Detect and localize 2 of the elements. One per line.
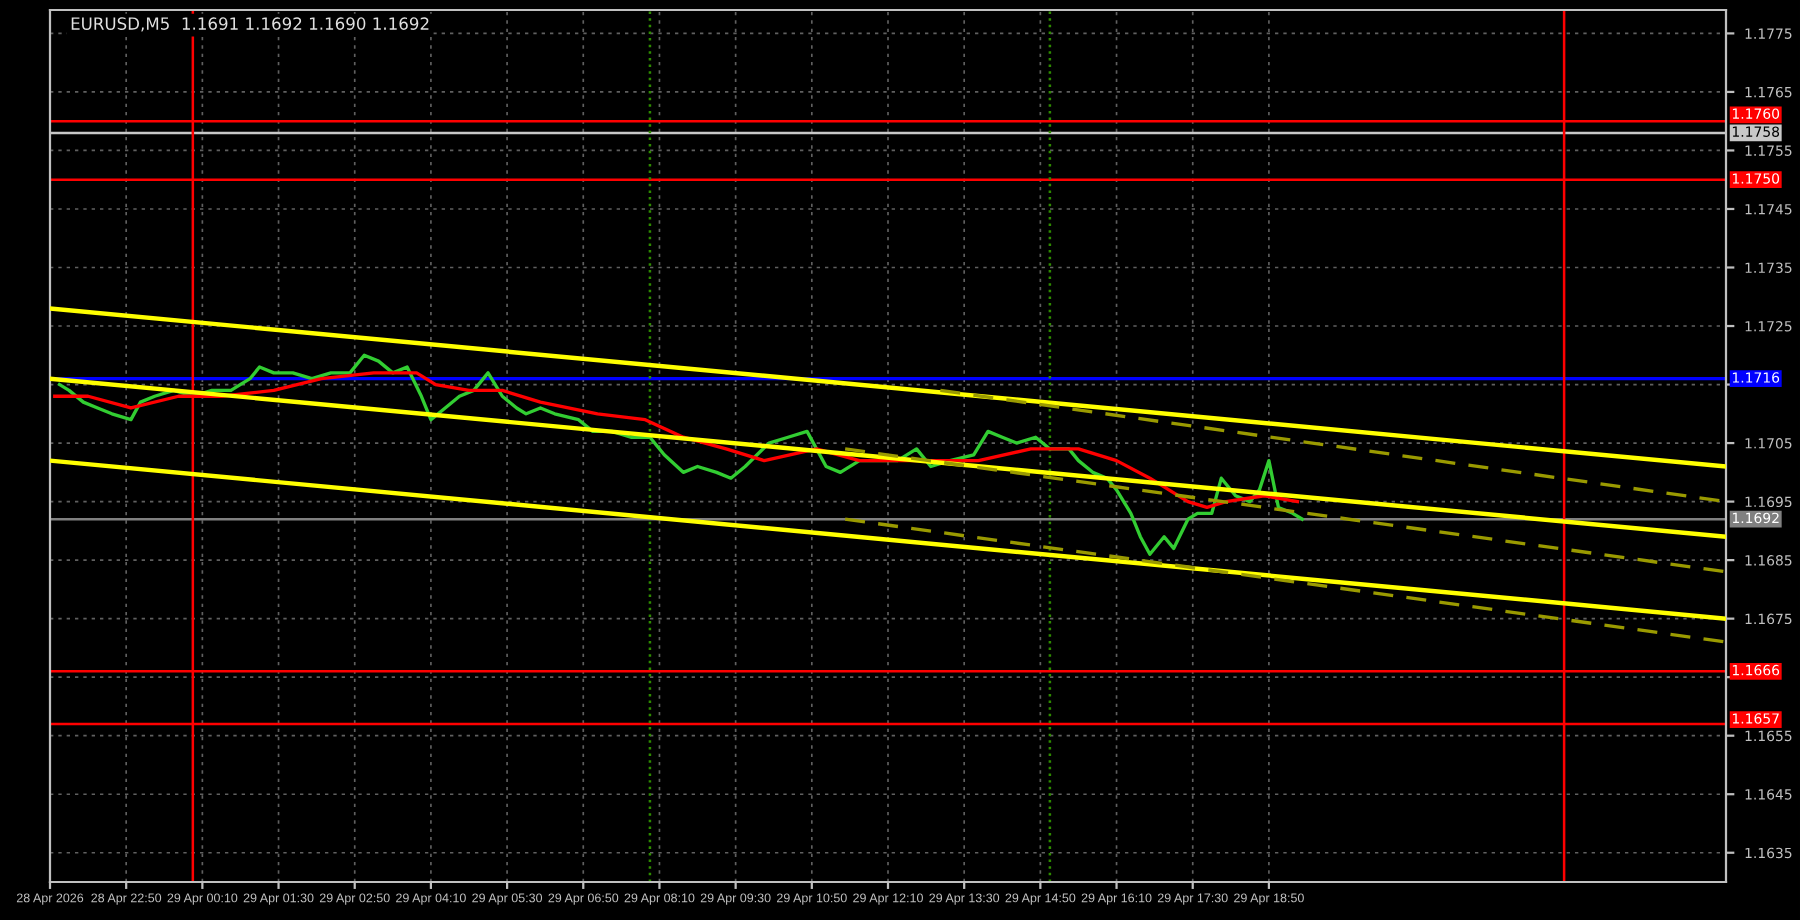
- chart-title: EURUSD,M5 1.1691 1.1692 1.1690 1.1692: [71, 17, 429, 32]
- line-series: [57, 353, 1304, 556]
